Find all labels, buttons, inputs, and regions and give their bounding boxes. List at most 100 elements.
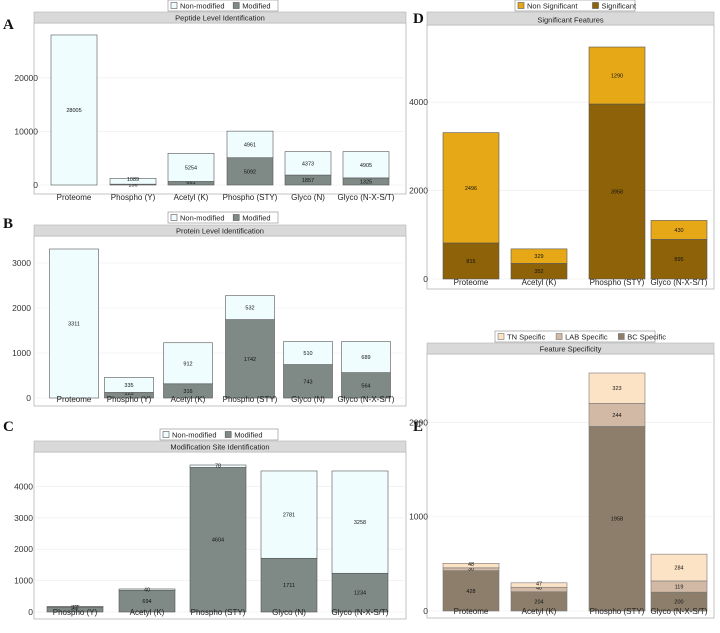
value-label: 1234 [354,591,366,597]
y-tick-label: 10000 [14,126,38,136]
chart-title: Peptide Level Identification [175,14,265,23]
x-tick-label: Proteome [454,278,489,287]
title-strip [33,11,407,24]
y-tick-label: 1000 [14,576,33,586]
legend-label: Non-modified [180,2,225,11]
x-tick-label: Proteome [57,193,92,202]
value-label: 78 [215,464,221,470]
bar-segment [510,582,568,588]
bar-segment [331,572,389,613]
legend-swatch [592,2,599,9]
x-tick-label: Phospho (Y) [53,608,98,617]
value-label: 2781 [283,513,295,519]
value-label: 912 [183,361,192,367]
panel-letter: A [3,17,14,33]
legend-swatch [162,431,170,438]
value-label: 430 [674,228,683,234]
x-tick-label: Acetyl (K) [522,607,557,616]
bar-segment [650,239,708,280]
value-label: 510 [303,351,312,357]
bar-segment [46,606,104,608]
x-tick-label: Glyco (N-X-S/T) [651,278,708,287]
bar-segment [104,377,154,393]
y-tick-label: 1000 [409,512,428,522]
bar-segment [510,248,568,264]
value-label: 200 [674,600,683,606]
x-tick-label: Glyco (N-X-S/T) [332,608,389,617]
chart-title: Significant Features [537,16,604,25]
x-tick-label: Phospho (STY) [590,607,645,616]
legend-label: Modified [234,431,262,440]
value-label: 1958 [611,517,623,523]
value-label: 284 [674,566,683,572]
bar-segment [442,563,500,569]
bar-segment [650,220,708,240]
legend-swatch [517,2,525,9]
legend-label: Significant [602,2,638,11]
value-label: 47 [536,581,542,587]
bar-segment [189,467,247,613]
value-label: 532 [245,306,254,312]
y-tick-label: 3000 [12,258,31,268]
legend-box [494,330,656,343]
panel-letter: C [3,419,14,435]
value-label: 4961 [244,142,256,148]
bar-segment [650,553,708,582]
x-tick-label: Glyco (N-X-S/T) [651,607,708,616]
bar-segment [163,342,213,385]
y-tick-label: 0 [423,606,428,616]
bar-segment [109,178,157,185]
legend-label: BC Specific [627,333,666,342]
legend-box [514,0,636,12]
bar-segment [50,34,98,186]
value-label: 5254 [185,165,197,171]
x-tick-label: Phospho (STY) [223,395,278,404]
bar-segment [331,470,389,574]
value-label: 204 [534,599,543,605]
value-label: 30 [468,566,474,572]
x-tick-label: Acetyl (K) [522,278,557,287]
y-tick-label: 2000 [12,303,31,313]
title-strip [426,342,715,355]
legend-label: LAB Specific [565,333,608,342]
legend: Non Significant Significant [514,0,638,12]
y-tick-label: 2000 [409,186,428,196]
x-tick-label: Glyco (N-X-S/T) [338,193,395,202]
bar-segment [442,132,500,244]
legend-swatch [232,214,240,221]
value-label: 123 [124,391,133,397]
panel-letter: E [413,419,423,435]
bar-segment [588,426,646,612]
value-label: 689 [361,355,370,361]
value-label: 335 [124,383,133,389]
y-tick-label: 1000 [12,348,31,358]
legend: Non-modified Modified [167,0,279,12]
bar-segment [118,588,176,591]
y-tick-label: 2000 [409,417,428,427]
x-tick-label: Phospho (Y) [111,193,156,202]
x-tick-label: Glyco (N) [272,608,306,617]
bar-segment [341,341,391,373]
y-tick-label: 3000 [14,513,33,523]
x-tick-label: Phospho (STY) [223,193,278,202]
bar-segment [588,46,646,105]
title-strip [33,440,407,453]
value-label: 428 [466,589,475,595]
y-tick-label: 0 [28,607,33,617]
panel-letter: B [3,216,13,232]
value-label: 352 [534,269,543,275]
chart-title: Feature Specificity [540,345,602,354]
x-tick-label: Phospho (STY) [191,608,246,617]
value-label: 4905 [360,163,372,169]
value-label: 5092 [244,169,256,175]
value-label: 895 [674,257,683,263]
legend-label: Non-modified [172,431,217,440]
legend-swatch [170,2,178,9]
value-label: 316 [183,389,192,395]
panel-b: B 0 1000 2000 3000 Protein Level Identificati… [3,211,407,407]
legend-swatch [232,2,240,9]
value-label: 3258 [354,520,366,526]
value-label: 815 [466,259,475,265]
legend-swatch [497,333,505,340]
y-tick-label: 0 [33,180,38,190]
